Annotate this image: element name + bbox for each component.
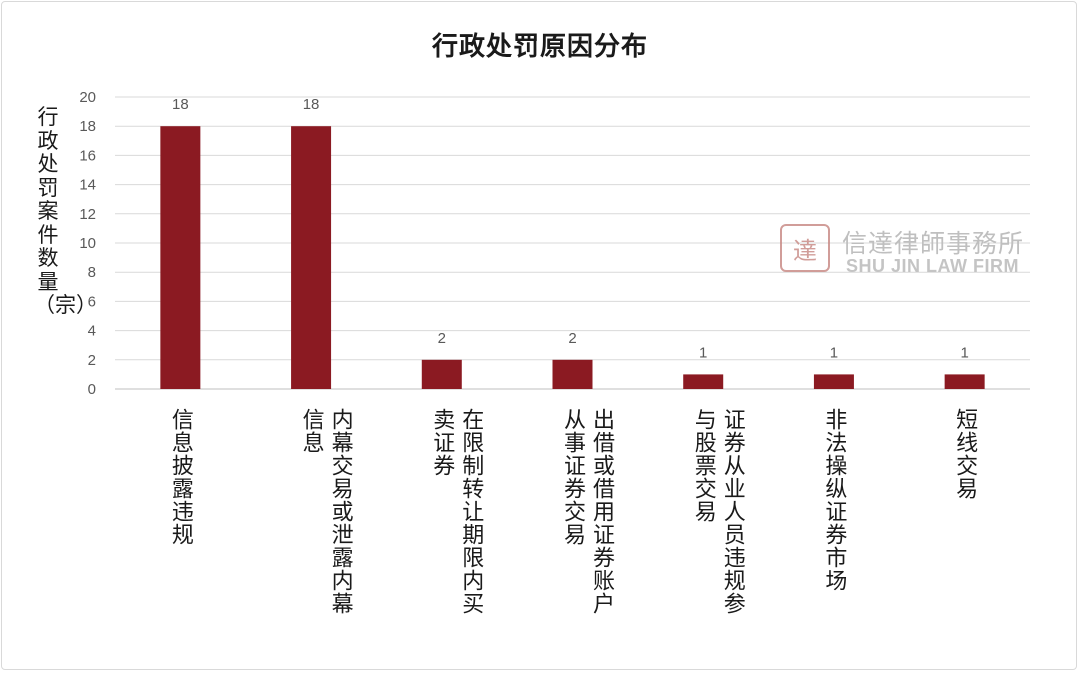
x-tick-label: 短线交易 — [952, 408, 978, 500]
data-label: 1 — [830, 344, 838, 361]
y-tick-label: 2 — [88, 352, 96, 369]
bar — [552, 359, 593, 389]
y-tick-label: 20 — [79, 89, 96, 106]
bar — [813, 374, 854, 389]
x-tick-label: 内幕交易或泄露内幕 信息 — [298, 408, 353, 615]
y-tick-label: 12 — [79, 206, 96, 223]
y-tick-label: 8 — [88, 264, 96, 281]
data-label: 2 — [438, 330, 446, 347]
bar — [944, 374, 985, 389]
bar — [291, 126, 332, 389]
y-tick-label: 14 — [79, 177, 96, 194]
y-tick-label: 16 — [79, 147, 96, 164]
data-label: 1 — [699, 344, 707, 361]
x-tick-label: 非法操纵证券市场 — [821, 408, 847, 592]
y-tick-label: 6 — [88, 293, 96, 310]
y-axis-label: 行政处罚案件数量（宗） — [34, 105, 97, 318]
x-tick-label: 在限制转让期限内买 卖证券 — [429, 408, 484, 615]
y-tick-label: 10 — [79, 235, 96, 252]
data-label: 18 — [303, 96, 320, 113]
watermark-firm-name-en: SHU JIN LAW FIRM — [846, 256, 1019, 276]
data-label: 2 — [568, 330, 576, 347]
bar — [683, 374, 724, 389]
x-tick-label: 出借或借用证券账户 从事证券交易 — [560, 408, 614, 615]
bar — [160, 126, 201, 389]
watermark-firm-name-cn: 信達律師事務所 — [842, 229, 1025, 258]
y-tick-label: 18 — [79, 118, 96, 135]
x-tick-label: 信息披露违规 — [167, 408, 193, 546]
data-label: 1 — [960, 344, 968, 361]
x-tick-label: 证券从业人员违规参 与股票交易 — [690, 408, 745, 615]
law-firm-seal-logo: 達 — [780, 224, 830, 272]
bar — [421, 359, 462, 389]
chart-title: 行政处罚原因分布 — [431, 32, 648, 62]
y-tick-label: 0 — [88, 381, 96, 398]
y-tick-label: 4 — [88, 323, 96, 340]
data-label: 18 — [172, 96, 189, 113]
